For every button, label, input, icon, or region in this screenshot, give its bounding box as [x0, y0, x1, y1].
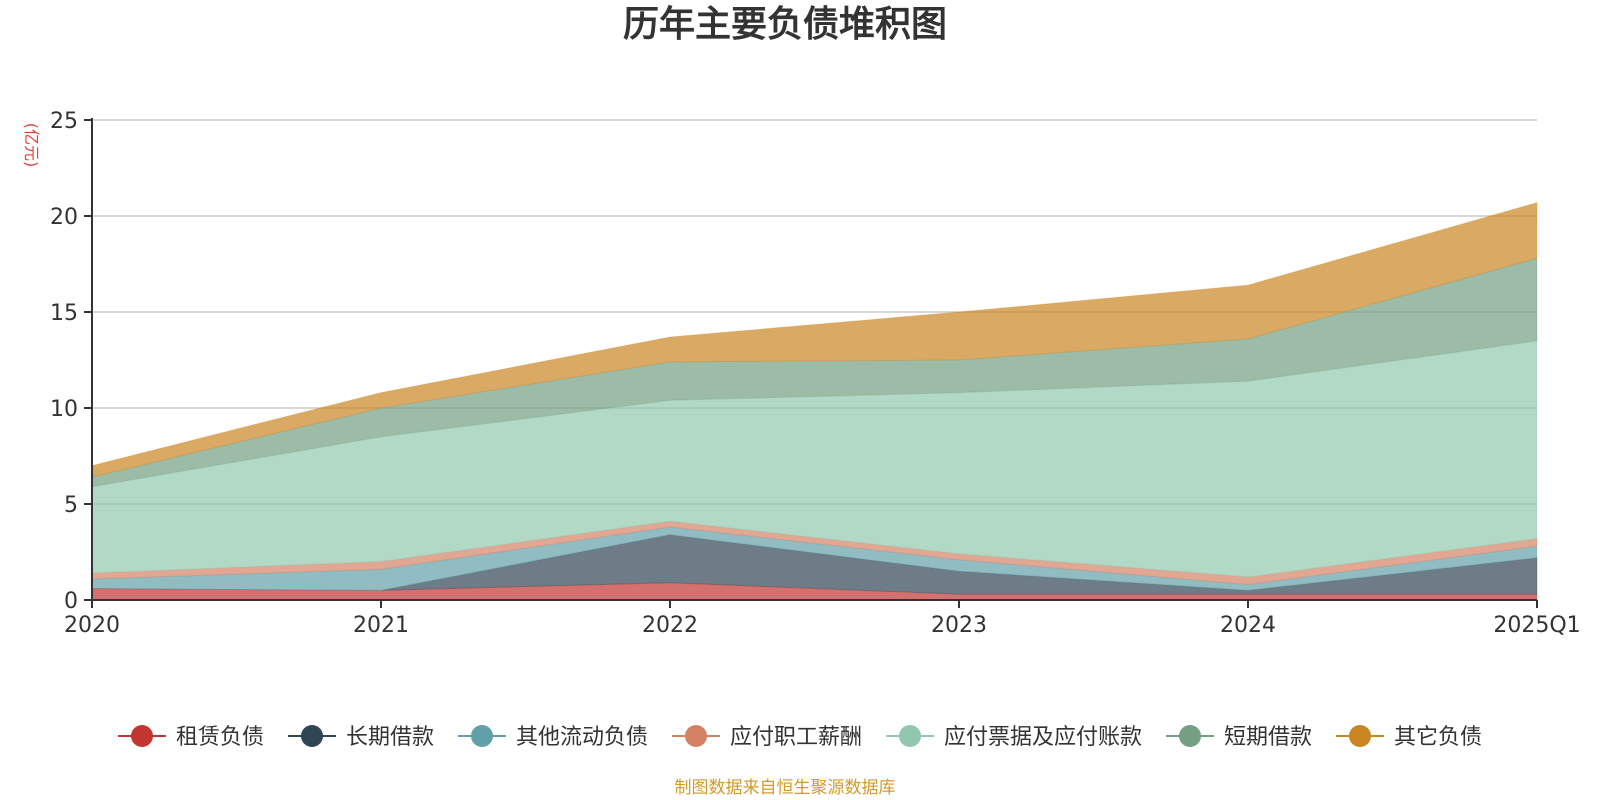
- x-tick-label: 2021: [353, 613, 409, 638]
- legend-label: 应付票据及应付账款: [944, 725, 1142, 750]
- legend-label: 长期借款: [346, 725, 434, 750]
- axes: 0 5 10 15 20 25 2020 2021 2022 2023 2024 2025Q1: [50, 109, 1581, 638]
- legend-marker: [685, 725, 707, 747]
- legend-label: 应付职工薪酬: [730, 725, 862, 750]
- x-tick-label: 2020: [64, 613, 120, 638]
- legend-item-5[interactable]: 短期借款: [1166, 725, 1312, 750]
- area-series: [91, 201, 1538, 601]
- y-tick-label: 25: [50, 109, 78, 134]
- legend-label: 其他流动负债: [516, 725, 648, 750]
- x-tick-label: 2024: [1220, 613, 1276, 638]
- legend-item-2[interactable]: 其他流动负债: [458, 725, 648, 750]
- legend-item-6[interactable]: 其它负债: [1336, 725, 1482, 750]
- legend-item-4[interactable]: 应付票据及应付账款: [886, 725, 1142, 750]
- legend-item-3[interactable]: 应付职工薪酬: [672, 725, 862, 750]
- legend-label: 其它负债: [1394, 725, 1482, 750]
- y-tick-label: 10: [50, 397, 78, 422]
- x-tick-label: 2022: [642, 613, 698, 638]
- legend-item-0[interactable]: 租赁负债: [118, 725, 264, 750]
- y-axis-unit-label: (亿元): [22, 123, 41, 168]
- legend[interactable]: 租赁负债 长期借款 其他流动负债 应付职工薪酬 应付票据及应付账款 短期借款 其它负债: [118, 725, 1482, 750]
- data-source-note: 制图数据来自恒生聚源数据库: [675, 778, 896, 798]
- legend-marker: [301, 725, 323, 747]
- legend-label: 短期借款: [1224, 725, 1312, 750]
- x-tick-label: 2025Q1: [1493, 613, 1580, 638]
- x-tick-label: 2023: [931, 613, 987, 638]
- y-tick-label: 15: [50, 301, 78, 326]
- y-tick-label: 5: [64, 493, 78, 518]
- area-series-6: [91, 201, 1538, 478]
- y-tick-label: 20: [50, 205, 78, 230]
- y-tick-label: 0: [64, 589, 78, 614]
- legend-marker: [1349, 725, 1371, 747]
- legend-label: 租赁负债: [176, 725, 264, 750]
- legend-item-1[interactable]: 长期借款: [288, 725, 434, 750]
- legend-marker: [1179, 725, 1201, 747]
- legend-marker: [471, 725, 493, 747]
- legend-marker: [131, 725, 153, 747]
- chart-title: 历年主要负债堆积图: [623, 4, 947, 45]
- legend-marker: [899, 725, 921, 747]
